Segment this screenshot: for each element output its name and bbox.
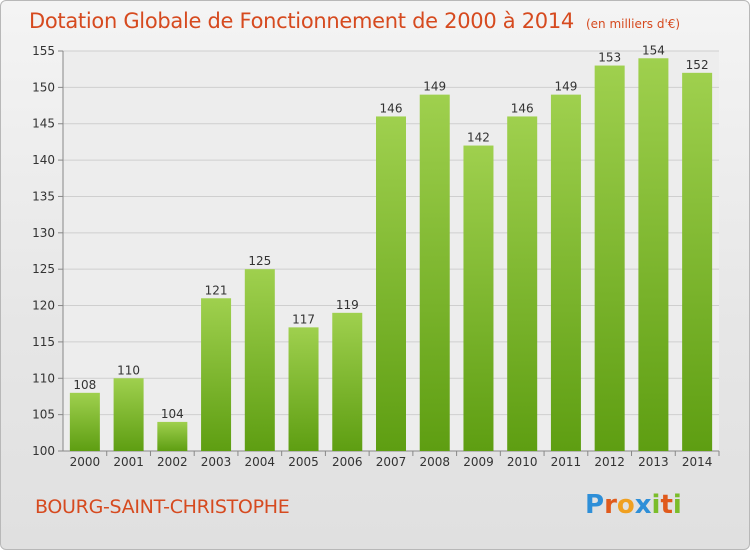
y-tick-label: 125: [32, 262, 55, 276]
data-label: 117: [292, 312, 315, 326]
x-tick-label: 2014: [682, 455, 713, 469]
bar-2005: [288, 327, 319, 451]
logo-letter: x: [634, 490, 652, 520]
data-label: 149: [423, 80, 446, 94]
x-tick-label: 2003: [201, 455, 232, 469]
y-tick-label: 155: [32, 44, 55, 58]
bar-2011: [550, 94, 581, 452]
y-tick-label: 105: [32, 408, 55, 422]
data-label: 149: [554, 80, 577, 94]
y-tick-label: 150: [32, 80, 55, 94]
x-tick-label: 2005: [288, 455, 319, 469]
chart-title-block: Dotation Globale de Fonctionnement de 20…: [29, 9, 680, 33]
data-label: 146: [380, 101, 403, 115]
bar-2008: [419, 94, 450, 452]
logo-letter: i: [672, 490, 682, 520]
chart-unit: (en milliers d'€): [585, 17, 681, 31]
data-label: 154: [642, 43, 665, 57]
x-tick-label: 2012: [594, 455, 625, 469]
x-tick-label: 2007: [376, 455, 407, 469]
logo-letter: i: [651, 490, 661, 520]
bar-2014: [682, 72, 713, 452]
bar-2012: [594, 65, 625, 451]
x-tick-label: 2001: [113, 455, 144, 469]
x-tick-label: 2008: [419, 455, 450, 469]
chart-title: Dotation Globale de Fonctionnement de 20…: [29, 9, 574, 33]
bar-2004: [244, 269, 275, 451]
bar-2007: [376, 116, 406, 452]
bar-2009: [463, 145, 494, 451]
data-label: 153: [598, 51, 621, 65]
data-label: 108: [73, 378, 96, 392]
x-tick-label: 2004: [245, 455, 276, 469]
y-tick-label: 145: [32, 117, 55, 131]
x-tick-label: 2009: [463, 455, 494, 469]
x-tick-label: 2002: [157, 455, 188, 469]
y-tick-label: 130: [32, 226, 55, 240]
data-label: 125: [248, 254, 271, 268]
x-tick-label: 2010: [507, 455, 538, 469]
y-tick-label: 115: [32, 335, 55, 349]
bar-2001: [113, 378, 144, 451]
bar-2003: [201, 298, 232, 451]
data-label: 104: [161, 407, 184, 421]
bar-2006: [332, 312, 363, 451]
y-tick-label: 140: [32, 153, 55, 167]
data-label: 121: [205, 283, 228, 297]
bar-2000: [69, 392, 100, 451]
x-tick-label: 2013: [638, 455, 669, 469]
bar-2010: [507, 116, 538, 452]
logo-letter: o: [616, 490, 635, 520]
bar-2002: [157, 421, 188, 451]
data-label: 152: [686, 58, 709, 72]
data-label: 119: [336, 298, 359, 312]
y-tick-label: 110: [32, 371, 55, 385]
data-label: 142: [467, 131, 490, 145]
bar-2013: [638, 58, 669, 451]
x-tick-label: 2011: [551, 455, 582, 469]
x-tick-label: 2000: [70, 455, 101, 469]
y-tick-label: 100: [32, 444, 55, 458]
logo-letter: P: [585, 490, 605, 520]
logo-letter: t: [660, 490, 673, 520]
logo-letter: r: [604, 490, 617, 520]
commune-name: BOURG-SAINT-CHRISTOPHE: [35, 496, 290, 518]
data-label: 110: [117, 363, 140, 377]
proxiti-logo: Proxiti: [585, 490, 682, 520]
y-tick-label: 135: [32, 189, 55, 203]
y-tick-label: 120: [32, 299, 55, 313]
data-label: 146: [511, 101, 534, 115]
x-tick-label: 2006: [332, 455, 363, 469]
